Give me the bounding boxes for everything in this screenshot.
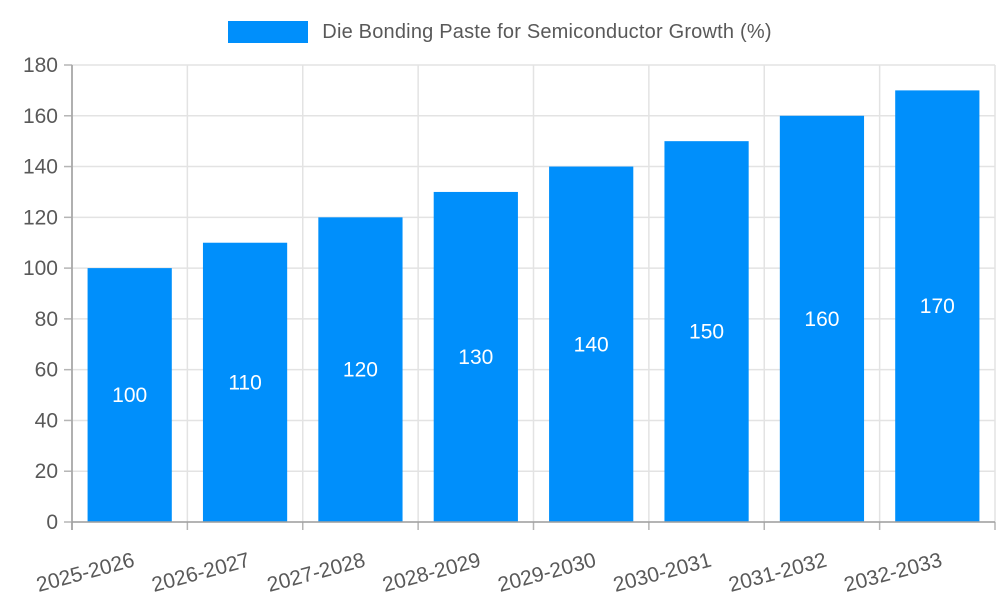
bar-value-label: 130 xyxy=(458,346,493,369)
y-axis-label: 20 xyxy=(35,460,58,483)
bar xyxy=(664,141,749,522)
y-axis-label: 60 xyxy=(35,359,58,382)
bar xyxy=(549,166,634,523)
x-axis-label: 2025-2026 xyxy=(34,549,137,597)
bar xyxy=(318,217,403,523)
y-axis-label: 140 xyxy=(23,156,58,179)
x-axis-label: 2029-2030 xyxy=(496,549,599,597)
x-axis-label: 2032-2033 xyxy=(842,549,945,597)
bar xyxy=(433,191,518,522)
bar-value-label: 110 xyxy=(228,371,261,394)
x-axis-label: 2028-2029 xyxy=(380,549,483,597)
y-axis-label: 40 xyxy=(35,409,58,432)
x-axis-label: 2027-2028 xyxy=(265,549,368,597)
bar-value-label: 150 xyxy=(689,321,724,344)
bar xyxy=(779,115,865,523)
x-axis-label: 2030-2031 xyxy=(611,549,714,597)
bar-value-label: 170 xyxy=(920,295,955,318)
y-axis-label: 80 xyxy=(35,308,58,331)
bar-value-label: 120 xyxy=(343,359,378,382)
y-axis-label: 100 xyxy=(23,257,58,280)
bar xyxy=(87,268,172,522)
bar xyxy=(202,242,288,522)
legend-label: Die Bonding Paste for Semiconductor Grow… xyxy=(322,20,772,43)
y-axis-label: 160 xyxy=(23,105,58,128)
bar-value-label: 160 xyxy=(804,308,839,331)
bar xyxy=(895,90,980,522)
y-axis-label: 120 xyxy=(23,206,58,229)
x-axis-label: 2031-2032 xyxy=(726,549,829,597)
legend-swatch xyxy=(228,21,309,43)
bar-value-label: 100 xyxy=(112,384,147,407)
y-axis-label: 0 xyxy=(46,511,58,534)
x-axis-label: 2026-2027 xyxy=(149,549,252,597)
chart-legend[interactable]: Die Bonding Paste for Semiconductor Grow… xyxy=(0,18,1000,46)
y-axis-label: 180 xyxy=(23,54,58,77)
bar-value-label: 140 xyxy=(574,333,609,356)
